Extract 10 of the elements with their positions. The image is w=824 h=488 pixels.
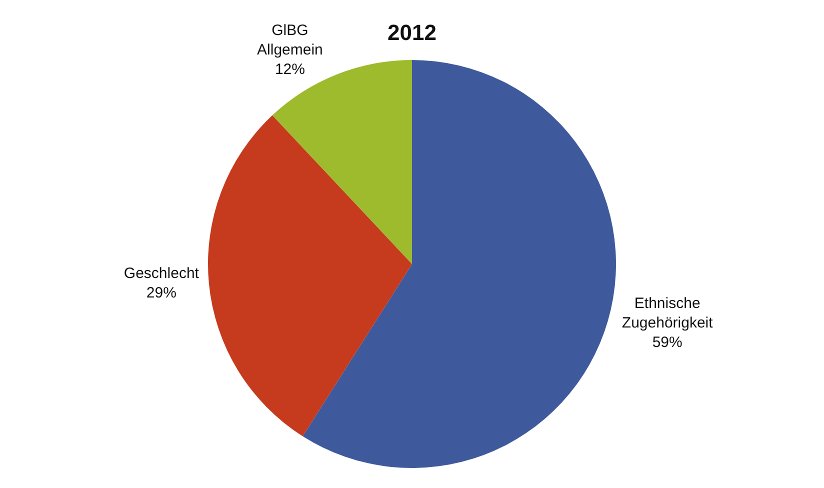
chart-title: 2012	[388, 20, 436, 45]
data-label: 29%	[146, 284, 176, 302]
data-label: 59%	[652, 334, 682, 352]
data-label: 12%	[274, 61, 305, 78]
pie-slice	[302, 60, 616, 468]
slice-label: GlBG Allgemein	[257, 22, 323, 59]
pie-slice	[272, 60, 412, 264]
pie-slice	[208, 115, 412, 436]
slice-label: Geschlecht	[124, 265, 200, 282]
slice-label: Ethnische Zugehörigkeit	[622, 295, 714, 332]
